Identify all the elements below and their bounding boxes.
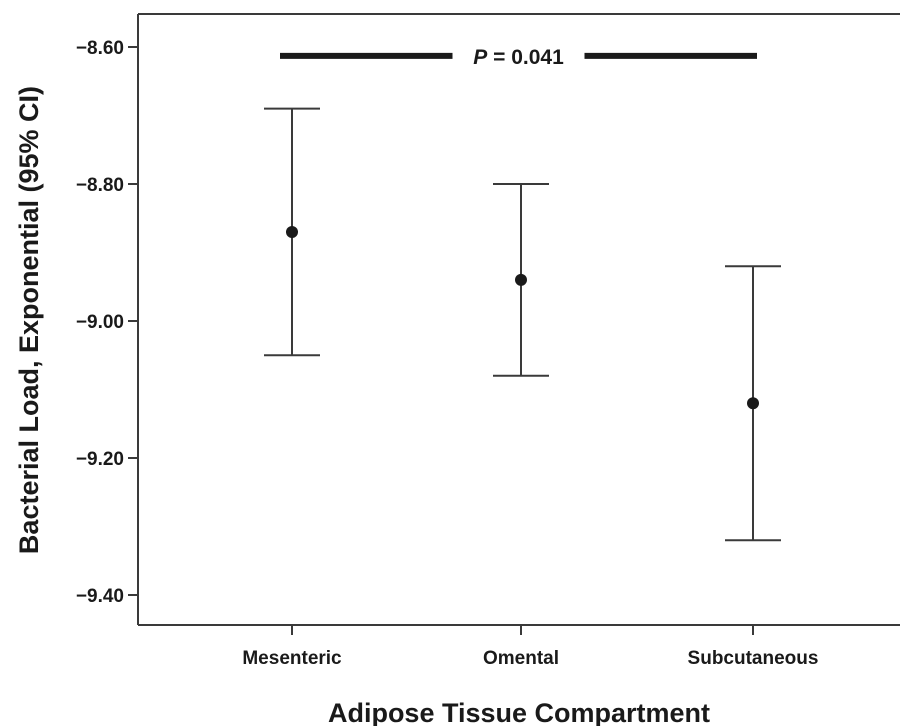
error-bar-group <box>264 107 320 357</box>
p-symbol: P <box>473 46 488 69</box>
error-bar-group <box>493 183 549 377</box>
mean-point <box>747 397 759 410</box>
x-ticks: Mesenteric Omental Subcutaneous <box>242 625 818 669</box>
mean-point <box>515 273 527 286</box>
y-tick-label: −9.00 <box>76 312 124 333</box>
y-tick-label: −9.20 <box>76 449 124 470</box>
y-tick-label: −8.60 <box>76 38 124 59</box>
y-ticks: −8.60 −8.80 −9.00 −9.20 −9.40 <box>76 38 138 607</box>
y-tick-label: −8.80 <box>76 175 124 196</box>
x-tick-label: Subcutaneous <box>688 648 819 669</box>
x-tick-label: Mesenteric <box>242 648 342 669</box>
x-tick-label: Omental <box>483 648 559 669</box>
p-value: = 0.041 <box>487 46 564 69</box>
plot-frame-group <box>137 13 900 626</box>
significance-label: P = 0.041 <box>473 46 564 69</box>
x-axis-title: Adipose Tissue Compartment <box>328 698 710 726</box>
error-bar-group <box>725 265 781 542</box>
mean-point <box>286 225 298 238</box>
significance-annotation: P = 0.041 <box>280 46 757 69</box>
y-axis-title: Bacterial Load, Exponential (95% CI) <box>14 86 44 554</box>
marks <box>264 107 781 542</box>
y-tick-label: −9.40 <box>76 586 124 607</box>
